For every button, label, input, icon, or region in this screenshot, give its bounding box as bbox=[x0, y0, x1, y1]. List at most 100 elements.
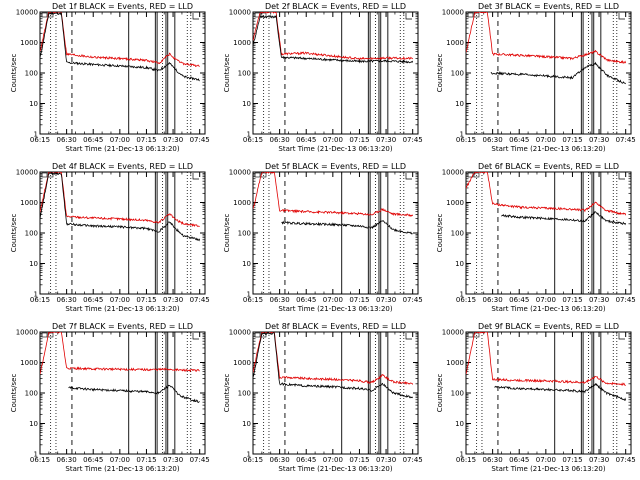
x-tick-label: 07:00 bbox=[323, 296, 343, 304]
x-tick-label: 07:15 bbox=[562, 296, 582, 304]
y-tick-label: 10 bbox=[242, 260, 251, 268]
events-series-line bbox=[281, 219, 413, 235]
y-tick-label: 10000 bbox=[442, 9, 464, 17]
x-tick-label: 07:00 bbox=[110, 456, 130, 464]
y-tick-label: 1 bbox=[34, 451, 38, 459]
events-series-line bbox=[253, 332, 414, 399]
y-tick-label: 10000 bbox=[229, 9, 251, 17]
plot-frame bbox=[39, 331, 206, 455]
lld-series-line bbox=[40, 332, 200, 375]
panel-title: Det 2f BLACK = Events, RED = LLD bbox=[265, 2, 406, 11]
x-tick-label: 07:00 bbox=[323, 136, 343, 144]
lld-series-line bbox=[253, 172, 414, 217]
lld-series-line bbox=[466, 172, 627, 216]
x-tick-label: 06:30 bbox=[270, 456, 290, 464]
y-tick-label: 1 bbox=[34, 291, 38, 299]
y-tick-label: 100 bbox=[238, 70, 251, 78]
corner-bracket bbox=[192, 13, 199, 20]
panel-title: Det 1f BLACK = Events, RED = LLD bbox=[52, 2, 193, 11]
x-tick-label: 07:15 bbox=[562, 136, 582, 144]
x-tick-label: 06:45 bbox=[509, 456, 529, 464]
detector-panel-5: Det 5f BLACK = Events, RED = LLD 1 10 100 10… bbox=[223, 162, 423, 313]
panel-title: Det 3f BLACK = Events, RED = LLD bbox=[478, 2, 619, 11]
corner-bracket bbox=[405, 333, 412, 340]
events-series-line bbox=[40, 12, 200, 82]
x-tick-label: 07:15 bbox=[349, 296, 369, 304]
y-tick-label: 10 bbox=[455, 420, 464, 428]
y-tick-label: 100 bbox=[25, 230, 38, 238]
y-tick-label: 10000 bbox=[16, 169, 38, 177]
x-tick-label: 06:30 bbox=[57, 136, 77, 144]
detector-panel-1: Det 1f BLACK = Events, RED = LLD 1 10 100 10… bbox=[10, 2, 210, 153]
y-tick-label: 10000 bbox=[16, 9, 38, 17]
x-tick-label: 06:45 bbox=[296, 456, 316, 464]
y-axis-label: Counts/sec bbox=[10, 374, 18, 413]
detector-panel-7: Det 7f BLACK = Events, RED = LLD 1 10 100 10… bbox=[10, 322, 210, 473]
y-tick-label: 1 bbox=[247, 291, 251, 299]
lld-series-line bbox=[253, 12, 414, 61]
x-tick-label: 07:15 bbox=[562, 456, 582, 464]
corner-bracket bbox=[618, 173, 625, 180]
corner-marker bbox=[41, 172, 48, 178]
detector-panel-2: Det 2f BLACK = Events, RED = LLD 1 10 100 10… bbox=[223, 2, 423, 153]
x-tick-label: 07:30 bbox=[163, 456, 183, 464]
x-tick-label: 07:15 bbox=[349, 136, 369, 144]
y-tick-label: 1000 bbox=[233, 39, 251, 47]
detector-panel-4: Det 4f BLACK = Events, RED = LLD 1 10 100 10… bbox=[10, 162, 210, 313]
x-axis-label: Start Time (21-Dec-13 06:13:20) bbox=[278, 305, 392, 313]
events-series-line bbox=[501, 211, 627, 226]
detector-panel-9: Det 9f BLACK = Events, RED = LLD 1 10 100 10… bbox=[436, 322, 636, 473]
x-tick-label: 07:30 bbox=[376, 296, 396, 304]
panel-title: Det 4f BLACK = Events, RED = LLD bbox=[52, 162, 193, 171]
y-axis-label: Counts/sec bbox=[10, 214, 18, 253]
corner-bracket bbox=[405, 173, 412, 180]
y-tick-label: 1 bbox=[460, 291, 464, 299]
x-tick-label: 07:00 bbox=[536, 296, 556, 304]
x-tick-label: 07:15 bbox=[349, 456, 369, 464]
events-series-line bbox=[490, 61, 626, 85]
y-axis-label: Counts/sec bbox=[436, 214, 444, 253]
y-axis-label: Counts/sec bbox=[10, 54, 18, 93]
x-tick-label: 06:45 bbox=[296, 136, 316, 144]
x-axis-label: Start Time (21-Dec-13 06:13:20) bbox=[491, 465, 605, 473]
plot-frame bbox=[465, 11, 632, 135]
corner-bracket bbox=[618, 333, 625, 340]
plot-frame bbox=[465, 171, 632, 295]
y-axis-label: Counts/sec bbox=[223, 214, 231, 253]
x-tick-label: 06:45 bbox=[83, 456, 103, 464]
x-tick-label: 06:45 bbox=[296, 296, 316, 304]
y-tick-label: 1000 bbox=[20, 359, 38, 367]
panel-title: Det 9f BLACK = Events, RED = LLD bbox=[478, 322, 619, 331]
panel-title: Det 8f BLACK = Events, RED = LLD bbox=[265, 322, 406, 331]
corner-marker bbox=[254, 12, 261, 18]
lld-series-line bbox=[40, 12, 200, 68]
x-tick-label: 07:45 bbox=[616, 136, 636, 144]
x-tick-label: 06:30 bbox=[483, 136, 503, 144]
x-axis-label: Start Time (21-Dec-13 06:13:20) bbox=[491, 145, 605, 153]
panel-title: Det 7f BLACK = Events, RED = LLD bbox=[52, 322, 193, 331]
x-tick-label: 07:45 bbox=[190, 136, 210, 144]
x-tick-label: 07:45 bbox=[403, 136, 423, 144]
x-tick-label: 06:45 bbox=[83, 296, 103, 304]
y-tick-label: 1000 bbox=[20, 199, 38, 207]
corner-marker bbox=[473, 172, 480, 178]
x-axis-label: Start Time (21-Dec-13 06:13:20) bbox=[278, 145, 392, 153]
y-tick-label: 10000 bbox=[442, 169, 464, 177]
y-tick-label: 1000 bbox=[233, 359, 251, 367]
plot-frame bbox=[252, 171, 419, 295]
y-tick-label: 1000 bbox=[20, 39, 38, 47]
x-axis-label: Start Time (21-Dec-13 06:13:20) bbox=[65, 465, 179, 473]
y-tick-label: 1 bbox=[460, 131, 464, 139]
x-tick-label: 06:15 bbox=[243, 456, 263, 464]
y-tick-label: 1000 bbox=[446, 359, 464, 367]
x-tick-label: 06:30 bbox=[483, 296, 503, 304]
corner-bracket bbox=[192, 333, 199, 340]
lld-series-line bbox=[466, 332, 626, 387]
x-tick-label: 07:45 bbox=[190, 296, 210, 304]
x-tick-label: 07:00 bbox=[536, 136, 556, 144]
x-tick-label: 07:45 bbox=[616, 296, 636, 304]
panel-title: Det 5f BLACK = Events, RED = LLD bbox=[265, 162, 406, 171]
x-tick-label: 07:30 bbox=[589, 456, 609, 464]
x-tick-label: 07:30 bbox=[589, 136, 609, 144]
y-tick-label: 10000 bbox=[229, 329, 251, 337]
